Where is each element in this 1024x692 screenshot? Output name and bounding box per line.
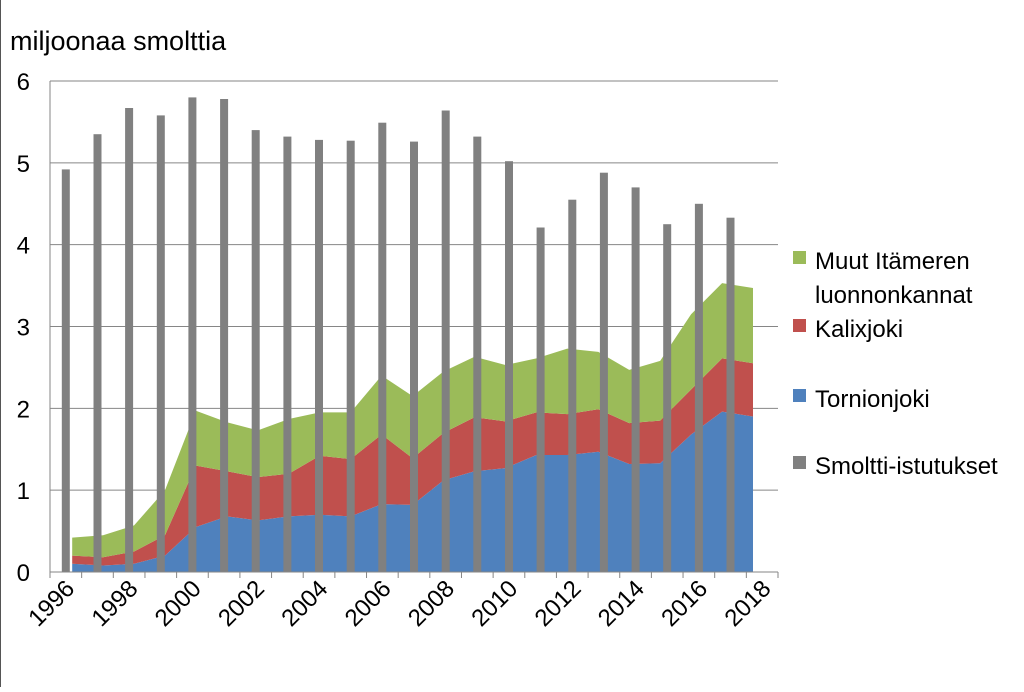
planting-bar [505,161,513,572]
planting-bar [536,227,545,572]
planting-bar [473,136,482,572]
y-tick-label: 0 [17,560,30,587]
legend-swatch [793,319,806,332]
planting-bar [441,110,450,572]
planting-bar [631,187,640,572]
planting-bar [663,224,672,572]
planting-bar [346,140,355,572]
area-series-1 [72,411,753,572]
planting-bar [694,203,703,573]
legend-swatch [793,251,806,264]
y-tick-label: 6 [17,69,30,96]
legend-entry: Kalixjoki [793,316,903,343]
planting-bar [61,169,70,572]
planting-bar [283,136,292,572]
y-tick-label: 1 [17,478,30,505]
legend-label: Muut Itämeren [815,248,970,275]
legend: Muut Itämeren luonnonkannat Kalixjoki Torni… [793,248,998,480]
planting-bar [125,108,134,572]
y-tick-label: 3 [17,315,30,342]
planting-bar [726,217,735,572]
legend-entry: Muut Itämeren luonnonkannat [793,248,973,309]
planting-bar [315,139,323,572]
planting-bar [599,172,608,572]
y-tick-label: 2 [17,396,30,423]
legend-label: Smoltti-istutukset [815,453,998,480]
planting-bar [220,99,229,572]
legend-label: Tornionjoki [815,386,930,413]
legend-label: luonnonkannat [815,282,973,309]
legend-swatch [793,389,806,402]
planting-bar [568,199,577,572]
legend-swatch [793,456,806,469]
y-axis-title: miljoonaa smolttia [10,26,227,56]
y-tick-label: 4 [17,233,30,260]
planting-bar [188,97,197,573]
legend-entry: Tornionjoki [793,386,930,413]
planting-bar [93,134,102,572]
planting-bars [61,97,735,573]
planting-bar [251,130,260,572]
legend-label: Kalixjoki [815,316,903,343]
planting-bar [410,141,418,572]
legend-entry: Smoltti-istutukset [793,453,998,480]
y-tick-label: 5 [17,151,30,178]
planting-bar [156,115,165,573]
planting-bar [378,122,387,572]
